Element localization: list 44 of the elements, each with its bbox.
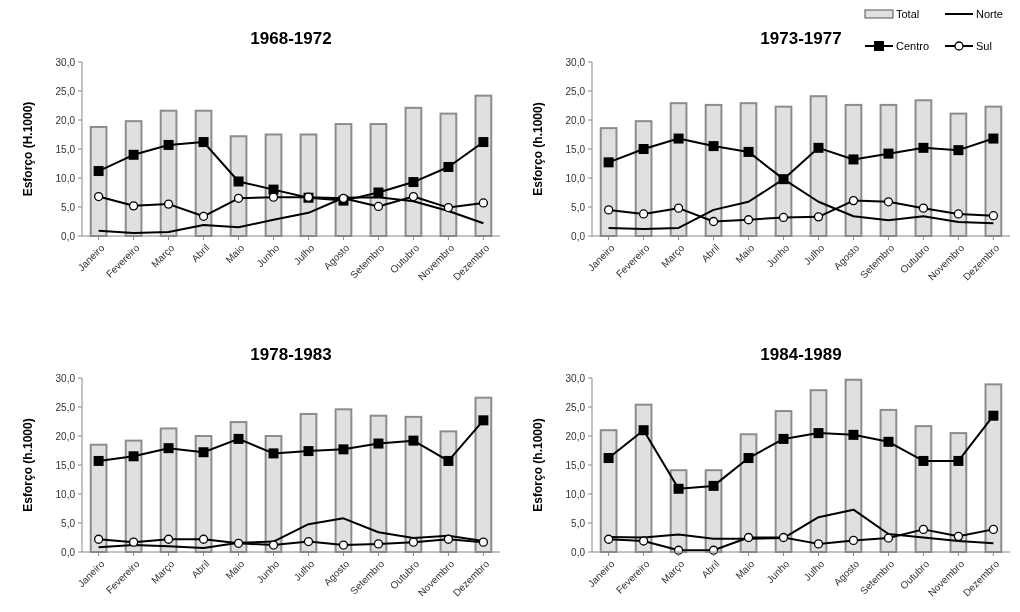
y-tick-label: 30,0 (565, 372, 586, 384)
y-tick-label: 10,0 (565, 172, 586, 184)
legend-label: Sul (976, 39, 992, 52)
chart-title: 1973-1977 (760, 29, 842, 48)
y-tick-label: 10,0 (55, 488, 76, 500)
y-tick-label: 30,0 (55, 56, 76, 68)
x-tick-label: Maio (733, 557, 757, 582)
y-tick-label: 0,0 (61, 230, 76, 242)
y-tick-label: 20,0 (55, 114, 76, 126)
y-tick-label: 30,0 (565, 56, 586, 68)
legend-label: Total (896, 7, 920, 20)
y-tick-label: 25,0 (565, 401, 586, 413)
y-tick-label: 20,0 (55, 430, 76, 442)
legend-label: Norte (976, 7, 1003, 20)
y-tick-label: 5,0 (571, 517, 586, 529)
y-tick-label: 5,0 (61, 517, 76, 529)
y-tick-label: 25,0 (55, 401, 76, 413)
x-tick-label: Maio (733, 241, 757, 266)
y-tick-label: 5,0 (61, 201, 76, 213)
y-tick-label: 10,0 (55, 172, 76, 184)
y-tick-label: 15,0 (55, 143, 76, 155)
y-axis-title: Esforço (h.1000) (21, 418, 35, 512)
y-tick-label: 0,0 (61, 546, 76, 558)
y-tick-label: 30,0 (55, 372, 76, 384)
y-axis-title: Esforço (h.1000) (531, 102, 545, 196)
x-tick-label: Maio (223, 557, 247, 582)
y-tick-label: 25,0 (55, 85, 76, 97)
chart-title: 1978-1983 (250, 345, 332, 364)
y-tick-label: 20,0 (565, 430, 586, 442)
y-tick-label: 20,0 (565, 114, 586, 126)
y-axis-title: Esforço (H.1000) (21, 101, 35, 197)
y-axis-title: Esforço (h.1000) (531, 418, 545, 512)
y-tick-label: 0,0 (571, 546, 586, 558)
x-tick-label: Maio (223, 241, 247, 266)
y-tick-label: 15,0 (565, 459, 586, 471)
chart-title: 1968-1972 (250, 29, 332, 48)
y-tick-label: 25,0 (565, 85, 586, 97)
y-tick-label: 10,0 (565, 488, 586, 500)
y-tick-label: 5,0 (571, 201, 586, 213)
y-tick-label: 15,0 (565, 143, 586, 155)
chart-title: 1984-1989 (760, 345, 842, 364)
y-tick-label: 0,0 (571, 230, 586, 242)
legend-label: Centro (896, 39, 930, 52)
y-tick-label: 15,0 (55, 459, 76, 471)
